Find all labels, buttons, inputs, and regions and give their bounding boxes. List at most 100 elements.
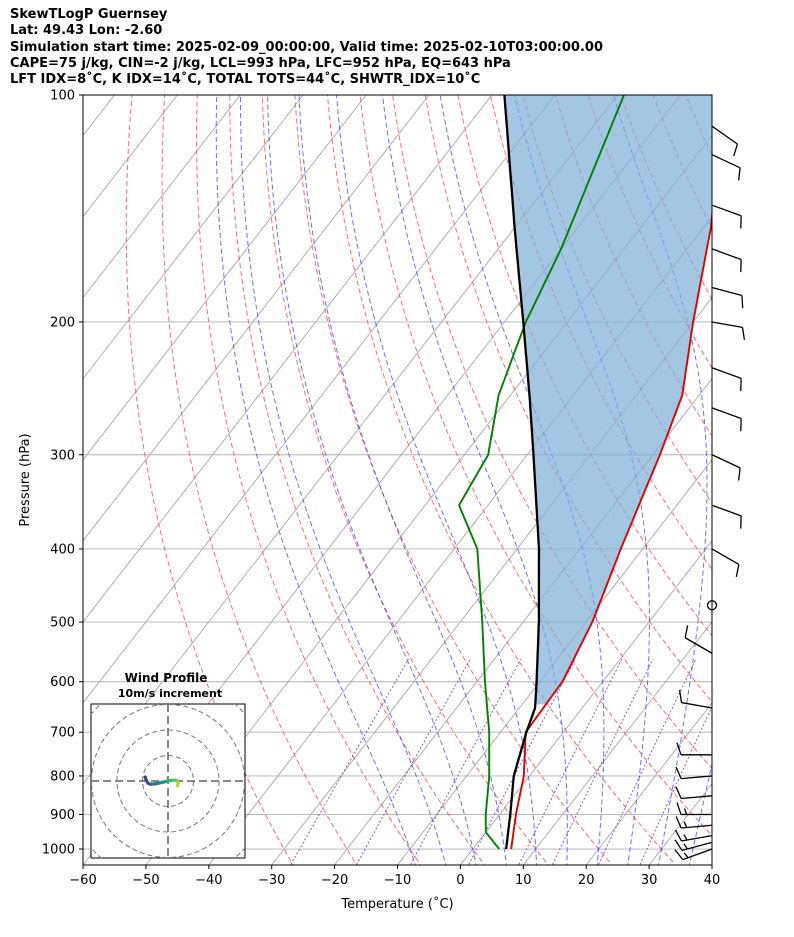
- y-tick-label: 400: [50, 542, 75, 557]
- y-tick-label: 100: [50, 89, 75, 104]
- x-tick-label: 40: [704, 873, 721, 888]
- hodograph-ring: [91, 704, 245, 858]
- dry-adiabat: [359, 95, 712, 837]
- wind-barb: [674, 829, 713, 842]
- chart-header: SkewTLogP Guernsey Lat: 49.43 Lon: -2.60…: [10, 7, 603, 88]
- wind-barb: [675, 786, 713, 800]
- barb-shaft: [711, 454, 741, 469]
- x-axis-label: Temperature (˚C): [340, 896, 453, 912]
- isotherm--120: [83, 95, 304, 380]
- mixing-ratio-line: [551, 658, 654, 865]
- mixing-ratio-line: [290, 658, 410, 865]
- wind-barbs: [674, 125, 746, 861]
- wind-barb: [711, 407, 742, 432]
- isotherm--130: [83, 95, 241, 299]
- x-tick-label: −50: [132, 873, 159, 888]
- x-tick-label: −60: [69, 873, 96, 888]
- y-tick-label: 1000: [42, 843, 75, 858]
- barb-flag: [733, 143, 739, 157]
- isotherm--90: [83, 95, 493, 623]
- barb-flag: [676, 742, 682, 756]
- y-tick-label: 800: [50, 769, 75, 784]
- hodograph-title: Wind Profile: [125, 671, 208, 685]
- isotherm--80: [83, 95, 556, 704]
- mixing-ratio-line: [355, 658, 471, 865]
- barb-flag: [741, 295, 744, 309]
- wind-barb: [706, 600, 718, 611]
- barb-flag: [735, 564, 740, 577]
- barb-shaft: [711, 204, 742, 217]
- dry-adiabat: [196, 95, 422, 865]
- isotherm-0: [459, 540, 712, 865]
- stability-line-2: LFT IDX=8˚C, K IDX=14˚C, TOTAL TOTS=44˚C…: [10, 72, 481, 88]
- barb-shaft: [711, 407, 742, 420]
- y-axis-label: Pressure (hPa): [18, 433, 33, 526]
- moist-adiabat: [267, 95, 477, 865]
- barb-flag: [678, 689, 683, 703]
- y-tick-label: 200: [50, 315, 75, 330]
- barb-flag: [741, 327, 746, 340]
- isotherm--110: [83, 95, 367, 461]
- x-tick-label: 10: [515, 873, 532, 888]
- hodograph-segment: [176, 781, 180, 788]
- wind-barb: [684, 625, 713, 654]
- wind-barb: [711, 154, 741, 181]
- wind-barb: [676, 802, 712, 816]
- dry-adiabat: [392, 95, 712, 770]
- moist-adiabat: [240, 95, 447, 865]
- wind-barb: [711, 367, 742, 392]
- isotherm-10: [522, 621, 712, 865]
- wind-barb: [675, 816, 713, 829]
- wind-barb: [711, 248, 742, 273]
- x-tick-label: 30: [641, 873, 658, 888]
- barb-half-flag: [683, 821, 688, 828]
- isotherm--40: [208, 215, 712, 865]
- wind-barb: [711, 125, 739, 157]
- y-tick-label: 300: [50, 448, 75, 463]
- barb-half-flag: [683, 852, 689, 859]
- barb-shaft: [711, 321, 743, 329]
- stability-line-1: CAPE=75 j/kg, CIN=-2 j/kg, LCL=993 hPa, …: [10, 55, 511, 71]
- barb-flag: [738, 467, 741, 481]
- y-tick-label: 600: [50, 675, 75, 690]
- dry-adiabat: [229, 95, 486, 865]
- x-tick-label: 0: [456, 873, 464, 888]
- wind-barb: [711, 204, 742, 229]
- barb-flag: [674, 849, 684, 861]
- wind-barb: [674, 848, 713, 861]
- wind-barb: [711, 548, 740, 577]
- moist-adiabat: [336, 95, 538, 865]
- cape-shading: [504, 95, 712, 705]
- barb-shaft: [711, 248, 742, 261]
- barb-shaft: [711, 548, 740, 566]
- mixing-ratio-line: [409, 658, 522, 865]
- mixing-ratio-line: [518, 658, 623, 865]
- barb-flag: [675, 766, 682, 779]
- y-tick-label: 700: [50, 726, 75, 741]
- moist-adiabat: [298, 95, 507, 865]
- moist-adiabat: [612, 95, 708, 865]
- temperature-line: [510, 207, 712, 850]
- wind-barb: [678, 689, 713, 709]
- time-line: Simulation start time: 2025-02-09_00:00:…: [10, 39, 603, 55]
- parcel-line: [503, 95, 541, 850]
- location-line: Lat: 49.43 Lon: -2.60: [10, 23, 163, 39]
- barb-flag: [738, 167, 741, 181]
- barb-flag: [676, 802, 682, 815]
- dry-adiabat: [326, 95, 677, 865]
- x-tick-label: −30: [258, 873, 285, 888]
- x-tick-label: −10: [384, 873, 411, 888]
- isotherm--160: [0, 60, 78, 880]
- dewpoint-line: [458, 95, 625, 850]
- dry-adiabat: [161, 95, 358, 865]
- barb-shaft: [681, 775, 713, 780]
- isotherm--100: [83, 95, 430, 542]
- barb-half-flag: [683, 834, 688, 841]
- chart-title: SkewTLogP Guernsey: [10, 7, 168, 22]
- y-tick-label: 900: [50, 808, 75, 823]
- mixing-ratio-line: [597, 658, 697, 865]
- isotherm-50: [763, 60, 794, 880]
- mixing-ratio-line: [639, 705, 712, 865]
- barb-flag: [675, 816, 682, 829]
- barb-shaft: [711, 367, 742, 379]
